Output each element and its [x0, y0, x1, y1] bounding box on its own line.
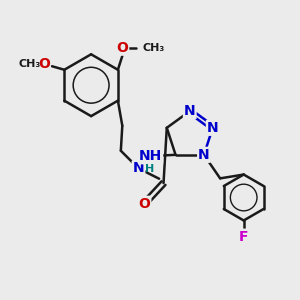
Text: N: N — [133, 161, 144, 176]
Text: F: F — [239, 230, 248, 244]
Text: NH: NH — [139, 149, 162, 163]
Text: N: N — [198, 148, 210, 162]
Text: O: O — [116, 41, 128, 55]
Text: N: N — [207, 121, 218, 135]
Text: H: H — [145, 164, 154, 174]
Text: O: O — [138, 197, 150, 211]
Text: CH₃: CH₃ — [143, 43, 165, 53]
Text: O: O — [38, 57, 50, 71]
Text: N: N — [184, 104, 196, 118]
Text: CH₃: CH₃ — [19, 59, 41, 69]
Text: H: H — [146, 151, 155, 161]
